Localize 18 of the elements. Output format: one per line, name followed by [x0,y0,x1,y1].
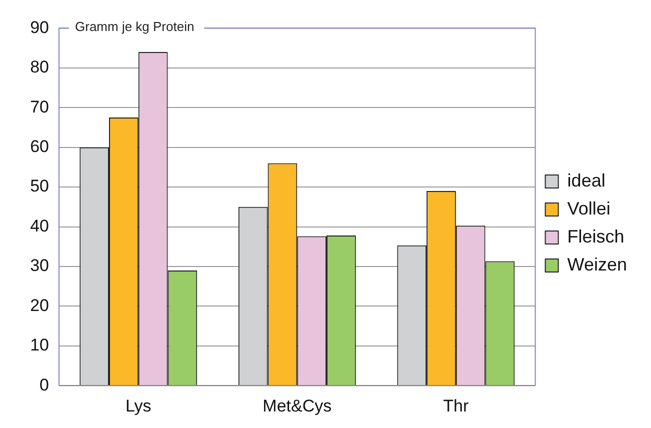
y-tick-label: 50 [30,176,49,196]
x-tick-label: Thr [443,396,470,416]
y-tick-label: 30 [30,256,49,276]
y-axis-title: Gramm je kg Protein [75,18,194,34]
y-tick-label: 80 [30,58,49,77]
legend-label: ideal [567,170,606,190]
y-tick-label: 20 [30,296,49,315]
legend-label: Fleisch [567,226,624,246]
y-tick-label: 60 [30,137,49,156]
y-tick-label: 90 [30,18,49,37]
y-tick-label: 70 [30,97,49,116]
x-tick-label: Met&Cys [262,396,332,416]
y-tick-label: 0 [40,375,49,394]
x-tick-label: Lys [125,396,152,416]
legend-label: Vollei [567,198,610,218]
legend-label: Weizen [567,254,628,274]
y-tick-label: 10 [30,336,49,355]
y-tick-label: 40 [30,216,49,236]
